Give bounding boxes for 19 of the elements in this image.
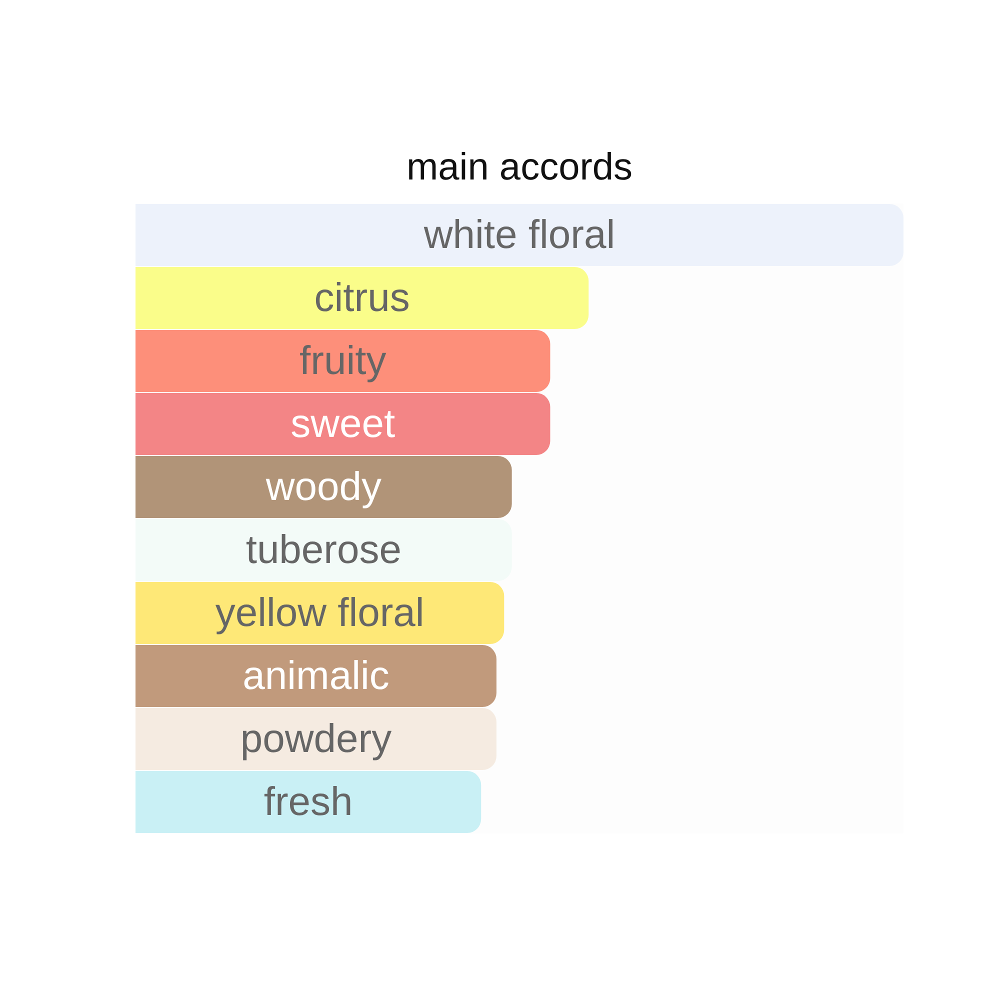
bar — [136, 708, 496, 770]
y-tick-label: sweet — [290, 402, 396, 446]
y-tick-label: tuberose — [246, 528, 402, 572]
y-tick-label: animalic — [242, 654, 390, 698]
chart-title: main accords — [406, 146, 632, 188]
bar — [136, 456, 512, 518]
y-tick-label: fresh — [264, 780, 353, 824]
bar — [136, 770, 482, 834]
bar — [136, 518, 512, 582]
bar — [136, 266, 589, 330]
y-tick-label: citrus — [314, 276, 410, 320]
y-tick-label: woody — [264, 465, 382, 509]
y-tick-label: powdery — [240, 717, 392, 761]
bar — [136, 582, 504, 644]
bar — [136, 204, 904, 266]
y-tick-label: fruity — [300, 339, 386, 383]
y-tick-label: white floral — [422, 213, 616, 257]
bar — [136, 644, 496, 708]
y-tick-label: yellow floral — [215, 591, 424, 635]
